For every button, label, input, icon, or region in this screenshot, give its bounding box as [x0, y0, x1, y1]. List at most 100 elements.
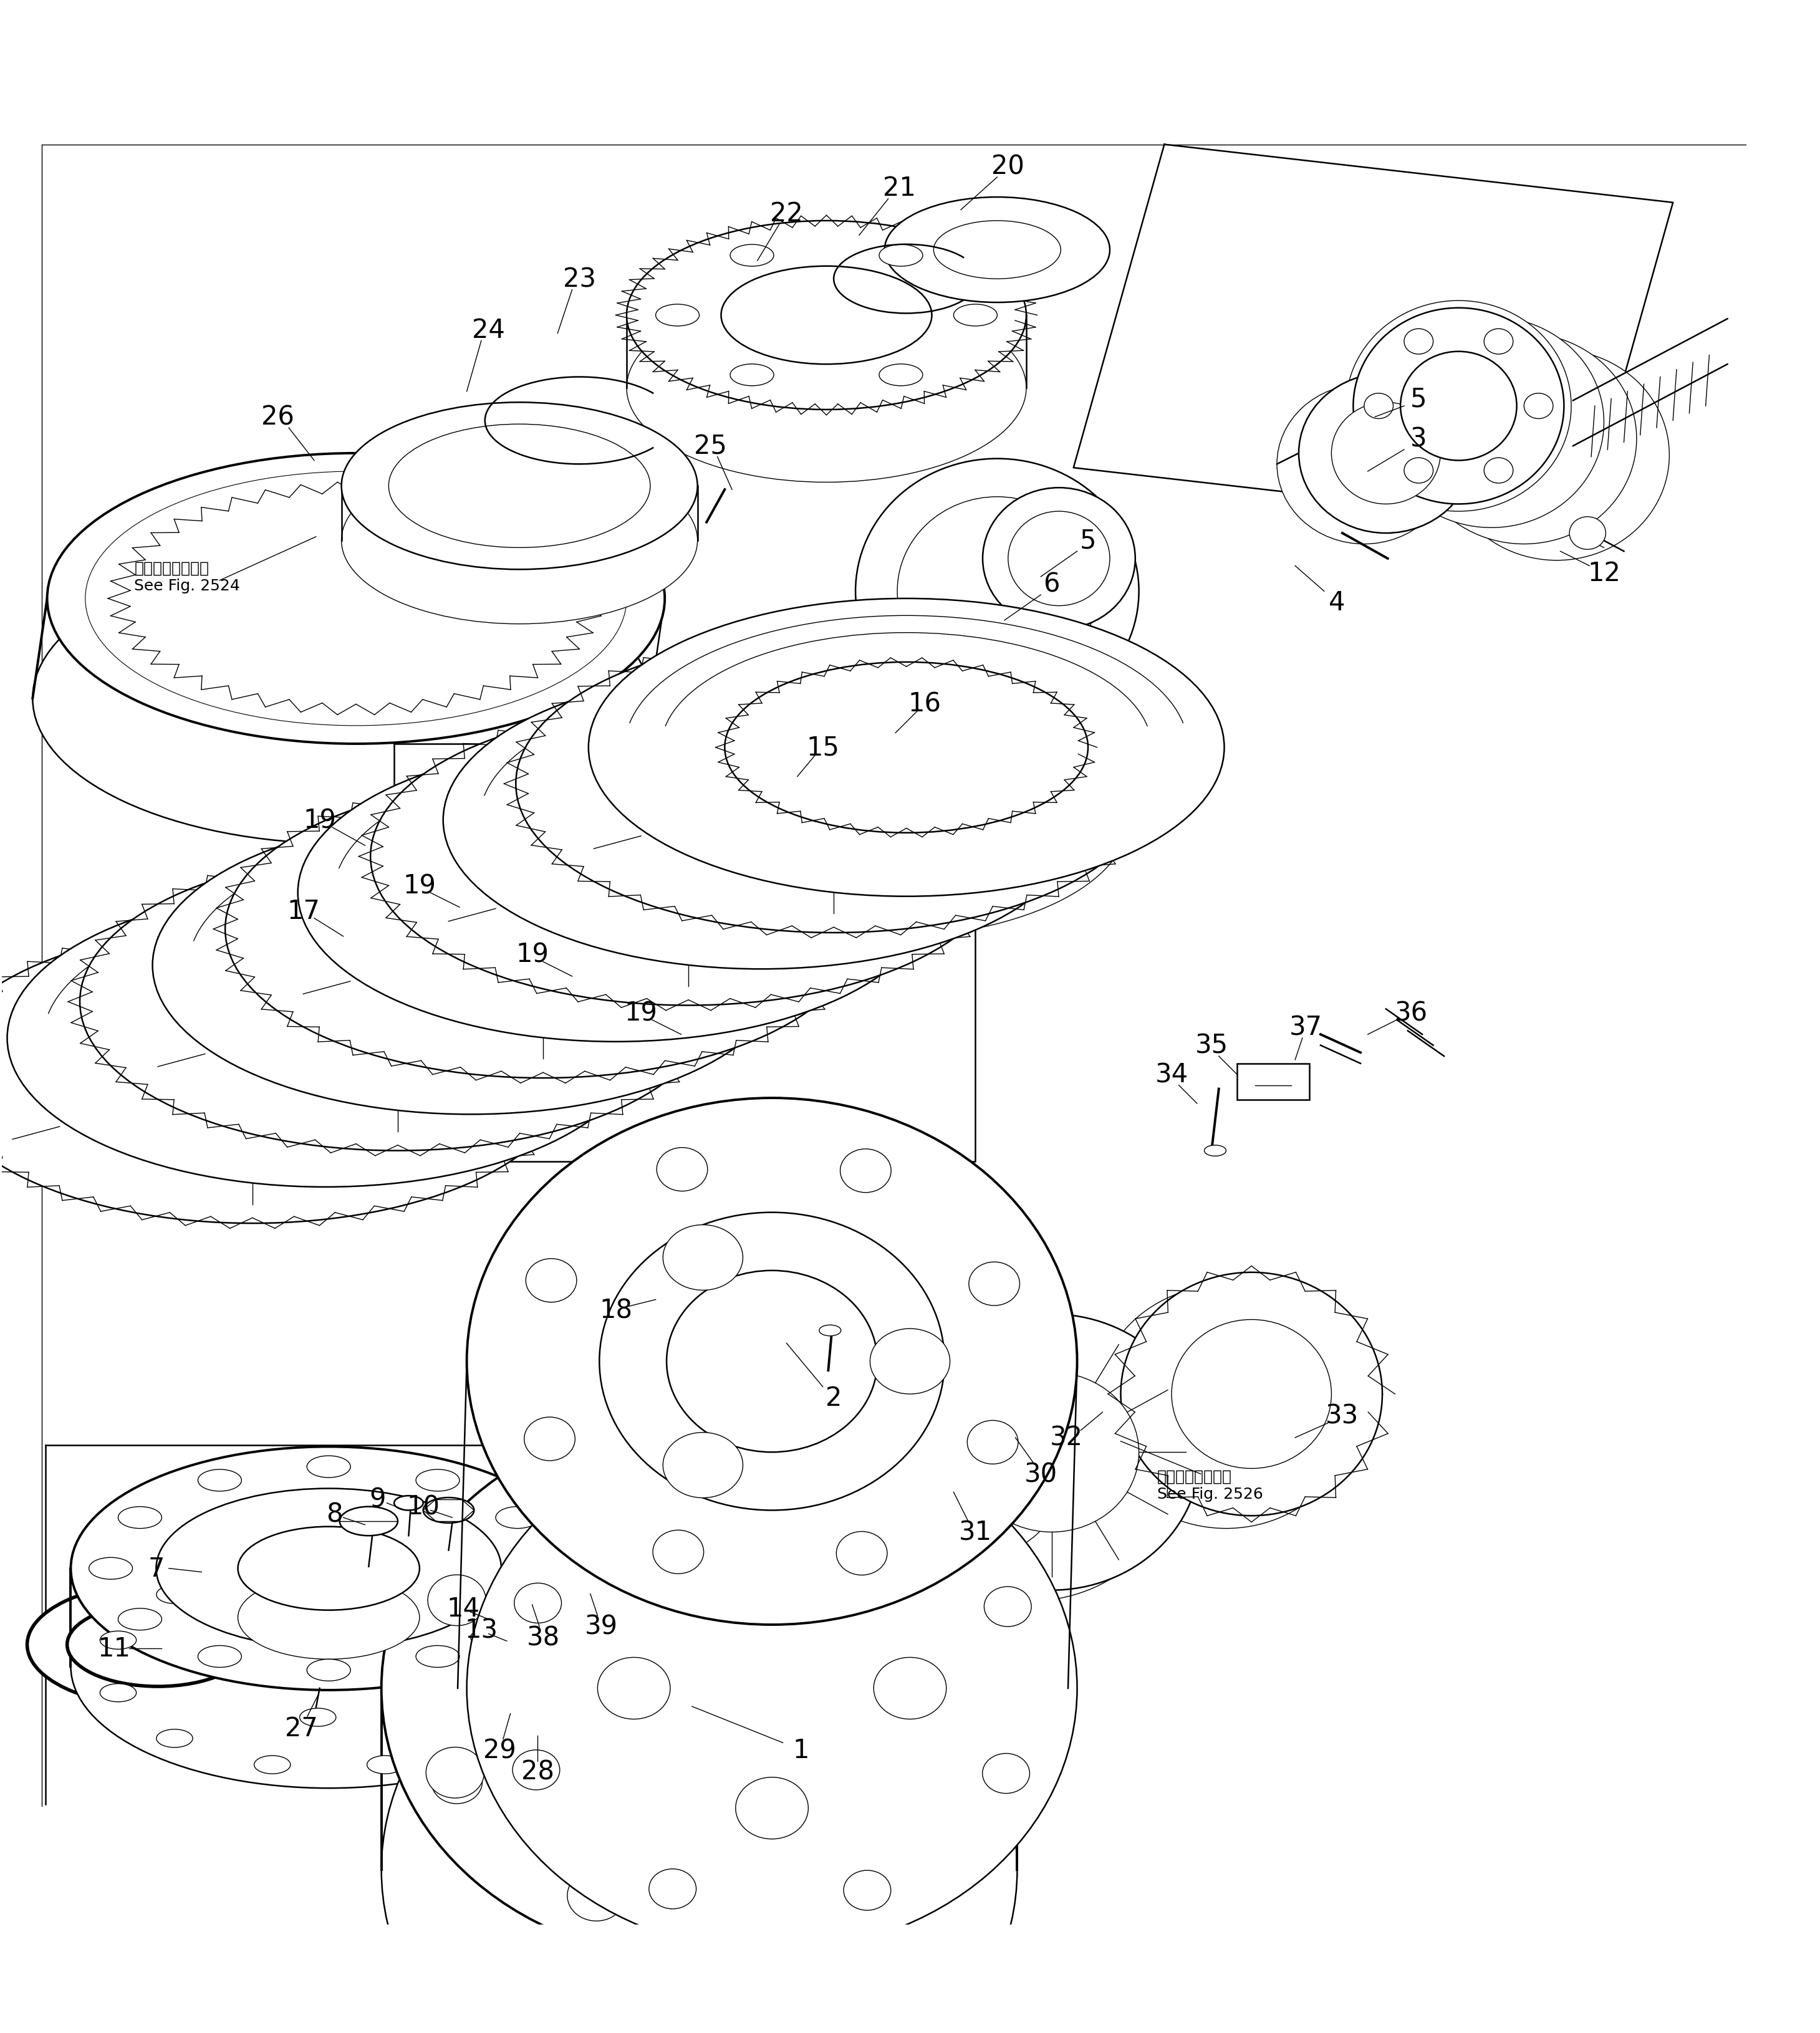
Text: 30: 30: [1025, 1462, 1057, 1488]
Ellipse shape: [1483, 329, 1512, 354]
Text: 20: 20: [992, 155, 1025, 179]
Text: 34: 34: [1156, 1061, 1188, 1088]
Ellipse shape: [71, 990, 433, 1161]
Ellipse shape: [579, 736, 943, 907]
Text: 16: 16: [908, 691, 941, 718]
Ellipse shape: [417, 1470, 459, 1492]
Ellipse shape: [308, 1456, 351, 1478]
Text: 26: 26: [262, 405, 295, 431]
Ellipse shape: [89, 1557, 133, 1580]
Ellipse shape: [870, 1330, 950, 1395]
Text: 21: 21: [883, 175, 915, 201]
Ellipse shape: [124, 490, 588, 707]
Text: 12: 12: [1587, 561, 1620, 588]
Ellipse shape: [513, 1750, 561, 1789]
Ellipse shape: [362, 844, 724, 1014]
Ellipse shape: [1483, 457, 1512, 484]
Text: 1: 1: [794, 1736, 810, 1763]
Ellipse shape: [80, 854, 715, 1151]
Text: 6: 6: [1043, 571, 1059, 598]
Ellipse shape: [626, 222, 1026, 411]
Ellipse shape: [86, 472, 626, 726]
Ellipse shape: [506, 771, 870, 941]
Ellipse shape: [1400, 352, 1516, 461]
Ellipse shape: [433, 807, 797, 978]
Ellipse shape: [298, 744, 934, 1043]
Ellipse shape: [899, 1330, 1125, 1539]
Text: 2: 2: [826, 1384, 843, 1411]
Ellipse shape: [431, 1761, 482, 1803]
Ellipse shape: [626, 295, 1026, 482]
Ellipse shape: [515, 634, 1152, 933]
Ellipse shape: [934, 222, 1061, 279]
Ellipse shape: [983, 488, 1136, 630]
Ellipse shape: [153, 817, 788, 1114]
Ellipse shape: [100, 1630, 136, 1649]
Ellipse shape: [939, 1366, 1085, 1500]
Ellipse shape: [730, 244, 773, 266]
Ellipse shape: [67, 1602, 249, 1687]
Ellipse shape: [568, 1576, 612, 1612]
Ellipse shape: [571, 1580, 826, 1797]
Text: 14: 14: [446, 1596, 480, 1622]
Ellipse shape: [157, 1586, 193, 1604]
Ellipse shape: [226, 781, 861, 1077]
Ellipse shape: [198, 1470, 242, 1492]
Ellipse shape: [568, 1870, 626, 1921]
Ellipse shape: [1403, 457, 1432, 484]
Ellipse shape: [848, 1468, 895, 1508]
Ellipse shape: [521, 1630, 557, 1649]
Ellipse shape: [879, 364, 923, 386]
Ellipse shape: [855, 459, 1139, 724]
Text: 29: 29: [482, 1736, 515, 1763]
Ellipse shape: [673, 689, 1081, 878]
Ellipse shape: [144, 953, 506, 1124]
Text: 18: 18: [599, 1297, 632, 1323]
Ellipse shape: [342, 403, 697, 569]
Text: 28: 28: [521, 1759, 553, 1785]
Ellipse shape: [774, 1456, 832, 1506]
Text: 19: 19: [402, 872, 437, 899]
Ellipse shape: [571, 1454, 630, 1504]
Ellipse shape: [657, 1149, 708, 1191]
Ellipse shape: [340, 1506, 399, 1535]
Ellipse shape: [777, 1641, 828, 1685]
Ellipse shape: [597, 1657, 670, 1720]
Ellipse shape: [879, 244, 923, 266]
Ellipse shape: [883, 1417, 948, 1476]
Text: 15: 15: [806, 734, 839, 760]
Ellipse shape: [819, 1326, 841, 1336]
Ellipse shape: [837, 1531, 886, 1576]
Ellipse shape: [626, 667, 1128, 903]
Ellipse shape: [768, 1872, 826, 1923]
Ellipse shape: [599, 1212, 945, 1511]
Ellipse shape: [903, 1313, 1201, 1590]
Ellipse shape: [874, 1657, 946, 1720]
Ellipse shape: [368, 1757, 404, 1775]
Ellipse shape: [652, 699, 1016, 870]
Text: 27: 27: [286, 1716, 318, 1742]
Text: 3: 3: [1410, 427, 1427, 451]
Ellipse shape: [1278, 384, 1451, 545]
Ellipse shape: [786, 1765, 830, 1799]
Ellipse shape: [1172, 1319, 1332, 1468]
Ellipse shape: [985, 1586, 1032, 1626]
Text: 4: 4: [1329, 590, 1345, 616]
Ellipse shape: [342, 457, 697, 624]
Ellipse shape: [368, 1559, 404, 1578]
Ellipse shape: [238, 1576, 420, 1659]
Ellipse shape: [897, 498, 1097, 685]
Ellipse shape: [844, 1870, 890, 1911]
Ellipse shape: [430, 1933, 480, 1976]
Ellipse shape: [917, 1765, 968, 1807]
Ellipse shape: [515, 1584, 561, 1622]
Ellipse shape: [71, 1545, 586, 1789]
Text: 19: 19: [624, 1000, 657, 1027]
Text: 9: 9: [369, 1486, 386, 1513]
Ellipse shape: [912, 1750, 970, 1801]
Ellipse shape: [466, 1098, 1077, 1624]
Ellipse shape: [442, 671, 1079, 970]
Ellipse shape: [526, 1258, 577, 1303]
Ellipse shape: [1443, 350, 1669, 561]
Ellipse shape: [464, 1586, 501, 1604]
